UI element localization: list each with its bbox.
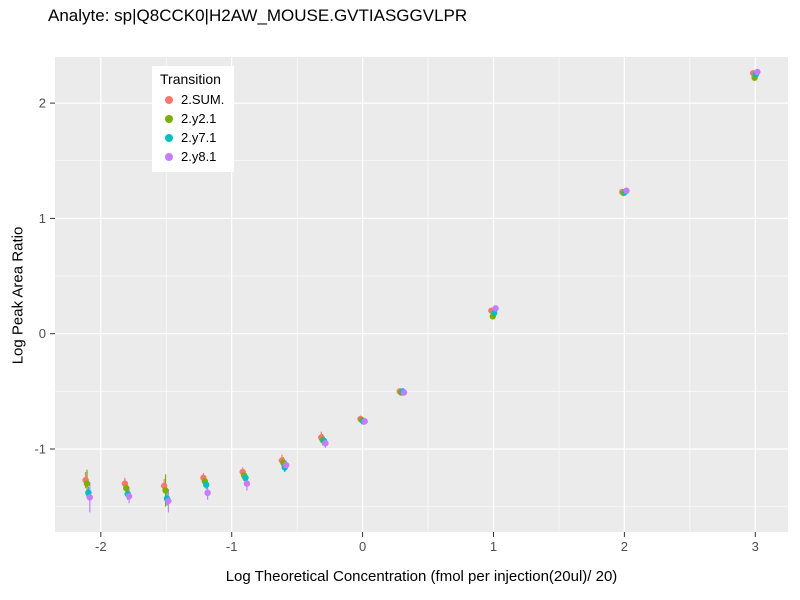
x-tick-label: -1 xyxy=(226,539,238,554)
legend-item: 2.SUM. xyxy=(160,90,224,109)
y-tick-label: 1 xyxy=(39,211,46,226)
legend-swatch-icon xyxy=(164,95,173,104)
legend: Transition 2.SUM. 2.y2.1 2.y7.1 2.y8.1 xyxy=(152,66,235,172)
legend-label: 2.y7.1 xyxy=(181,130,217,145)
y-tick-label: 0 xyxy=(39,326,46,341)
data-point xyxy=(162,487,169,494)
legend-key xyxy=(160,129,177,146)
data-point xyxy=(361,418,368,425)
legend-label: 2.y8.1 xyxy=(181,149,217,164)
data-point xyxy=(623,187,630,194)
plot-title: Analyte: sp|Q8CCK0|H2AW_MOUSE.GVTIASGGVL… xyxy=(48,6,468,25)
legend-item: 2.y8.1 xyxy=(160,147,224,166)
x-axis-title: Log Theoretical Concentration (fmol per … xyxy=(225,568,618,585)
x-tick-label: -2 xyxy=(95,539,107,554)
legend-items: 2.SUM. 2.y2.1 2.y7.1 2.y8.1 xyxy=(160,90,224,166)
legend-swatch-icon xyxy=(164,152,173,161)
data-point xyxy=(242,474,249,482)
x-tick-label: 0 xyxy=(359,539,366,554)
legend-key xyxy=(160,110,177,127)
x-tick-label: 1 xyxy=(490,539,497,554)
data-point xyxy=(83,480,91,487)
legend-item: 2.y2.1 xyxy=(160,109,224,128)
data-point xyxy=(400,389,408,396)
data-point xyxy=(203,481,210,488)
data-point xyxy=(86,494,94,501)
legend-label: 2.SUM. xyxy=(181,92,225,107)
data-point xyxy=(204,489,211,497)
legend-key xyxy=(160,148,177,165)
data-point xyxy=(165,497,172,505)
data-point xyxy=(243,480,251,487)
y-tick-label: -1 xyxy=(34,441,46,456)
x-tick-label: 3 xyxy=(752,539,759,554)
legend-item: 2.y7.1 xyxy=(160,128,224,147)
legend-title: Transition xyxy=(160,71,221,87)
data-point xyxy=(492,305,499,312)
data-point xyxy=(282,461,290,469)
data-point xyxy=(322,440,329,447)
data-point xyxy=(123,484,130,492)
data-point xyxy=(125,493,133,500)
legend-key xyxy=(160,91,177,108)
legend-swatch-icon xyxy=(164,114,173,123)
data-point xyxy=(754,68,761,76)
y-tick-label: 2 xyxy=(39,96,46,111)
legend-swatch-icon xyxy=(164,133,173,142)
legend-label: 2.y2.1 xyxy=(181,111,217,126)
y-axis-title: Log Peak Area Ratio xyxy=(9,226,27,365)
x-tick-label: 2 xyxy=(621,539,628,554)
